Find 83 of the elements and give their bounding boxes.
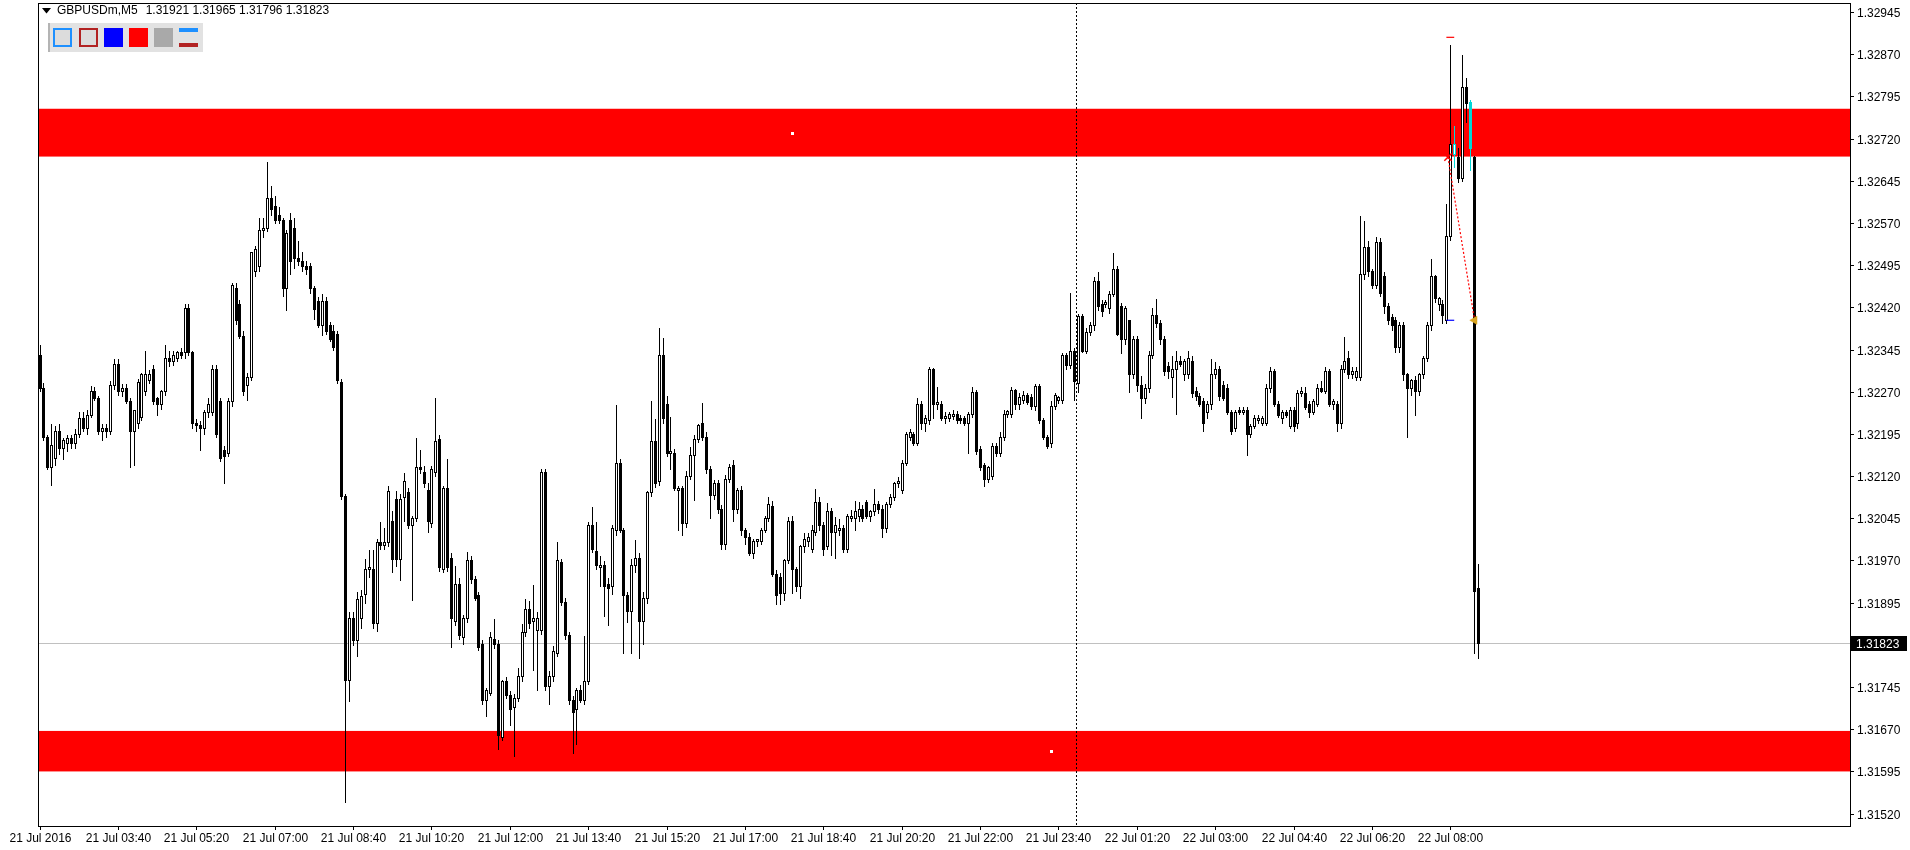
candlestick [658, 327, 661, 486]
candlestick [1061, 352, 1064, 404]
y-tick-label: 1.32645 [1857, 174, 1901, 189]
candlestick [1218, 365, 1221, 401]
candlestick [952, 409, 955, 420]
y-tick-label: 1.32345 [1857, 343, 1901, 358]
candlestick [176, 350, 179, 362]
y-tick-label: 1.32420 [1857, 300, 1901, 315]
chart-title: GBPUSDm,M5 [57, 3, 138, 18]
candlestick [423, 465, 426, 488]
candlestick [1018, 392, 1021, 410]
x-tick-label: 22 Jul 06:20 [1339, 831, 1406, 845]
candlestick [846, 513, 849, 553]
candlestick [1296, 389, 1299, 429]
candlestick [1010, 386, 1013, 418]
chart-subtitle: 1.31921 1.31965 1.31796 1.31823 [145, 3, 330, 18]
x-tick-label: 22 Jul 08:00 [1417, 831, 1484, 845]
y-tick-label: 1.31970 [1857, 553, 1901, 568]
candlestick [321, 293, 324, 336]
ref-line-label: 1.31823 [1856, 636, 1900, 651]
x-tick-label: 21 Jul 23:40 [1025, 831, 1092, 845]
candlestick [959, 414, 962, 424]
candlestick [356, 591, 359, 657]
candlestick [399, 493, 402, 581]
x-tick-label: 21 Jul 07:00 [242, 831, 309, 845]
candlestick [172, 350, 175, 366]
candlestick [1394, 316, 1397, 353]
candlestick [1175, 350, 1178, 415]
x-tick-label: 21 Jul 13:40 [555, 831, 622, 845]
candlestick [50, 423, 53, 486]
y-tick-label: 1.32045 [1857, 511, 1901, 526]
y-tick-label: 1.32495 [1857, 258, 1901, 273]
y-tick-label: 1.32195 [1857, 427, 1901, 442]
candlestick [854, 500, 857, 531]
y-tick-label: 1.32120 [1857, 469, 1901, 484]
candlestick [117, 358, 120, 396]
candlestick [184, 303, 187, 359]
y-tick-label: 1.32720 [1857, 132, 1901, 147]
y-tick-label: 1.31745 [1857, 680, 1901, 695]
candlestick [948, 411, 951, 422]
x-tick-label: 21 Jul 03:40 [85, 831, 152, 845]
y-tick-label: 1.32570 [1857, 216, 1901, 231]
candlestick [1246, 406, 1249, 456]
candlestick [1328, 368, 1331, 407]
candlestick [791, 515, 794, 594]
x-tick-label: 21 Jul 05:20 [163, 831, 230, 845]
candlestick [865, 499, 868, 519]
x-tick-label: 22 Jul 03:00 [1182, 831, 1249, 845]
x-tick-label: 22 Jul 04:40 [1261, 831, 1328, 845]
x-tick-label: 21 Jul 10:20 [398, 831, 465, 845]
candlestick [1289, 406, 1292, 429]
y-tick-label: 1.31595 [1857, 764, 1901, 779]
candlestick [830, 507, 833, 556]
y-tick-label: 1.32945 [1857, 5, 1901, 20]
x-tick-label: 21 Jul 18:40 [790, 831, 857, 845]
x-tick-label: 21 Jul 15:20 [634, 831, 701, 845]
candlestick [1461, 54, 1464, 182]
x-tick-label: 22 Jul 01:20 [1104, 831, 1171, 845]
y-tick-label: 1.31895 [1857, 596, 1901, 611]
candlestick [1469, 99, 1472, 171]
y-tick-label: 1.32270 [1857, 385, 1901, 400]
x-tick-label: 21 Jul 08:40 [320, 831, 387, 845]
candlestick [1202, 397, 1205, 432]
candlestick [748, 532, 751, 556]
candlestick [1359, 215, 1362, 381]
x-tick-label: 21 Jul 17:00 [712, 831, 779, 845]
candlestick [881, 504, 884, 538]
candlestick [916, 397, 919, 446]
x-tick-label: 21 Jul 20:20 [869, 831, 936, 845]
candlestick [861, 504, 864, 522]
y-tick-label: 1.31670 [1857, 722, 1901, 737]
y-tick-label: 1.31520 [1857, 807, 1901, 822]
candlestick [732, 459, 735, 522]
x-tick-label: 21 Jul 2016 [9, 831, 72, 845]
y-tick-label: 1.32795 [1857, 89, 1901, 104]
x-tick-label: 21 Jul 12:00 [477, 831, 544, 845]
candlestick [956, 410, 959, 424]
candlestick [991, 442, 994, 480]
y-tick-label: 1.32870 [1857, 47, 1901, 62]
candlestick [1234, 409, 1237, 432]
candlestick [1191, 355, 1194, 398]
candlestick [1414, 375, 1417, 416]
x-tick-label: 21 Jul 22:00 [947, 831, 1014, 845]
